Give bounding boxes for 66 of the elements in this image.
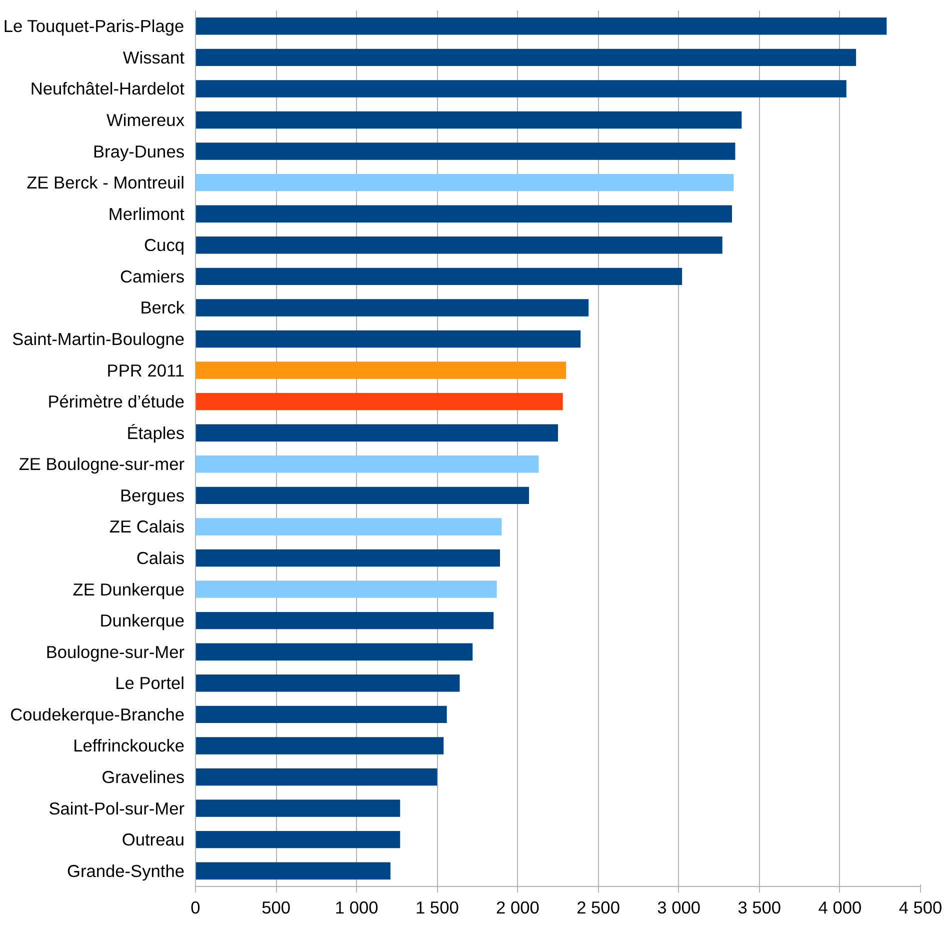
bar [196,299,589,316]
bar [196,518,502,536]
y-tick-label: ZE Calais [109,516,185,537]
bar [196,800,400,817]
y-tick-label: Coudekerque-Branche [10,704,185,724]
y-tick-label: Bray-Dunes [93,141,185,162]
y-tick-label: ZE Dunkerque [72,579,185,600]
bar [196,862,390,880]
y-tick-label: Dunkerque [100,610,185,631]
x-tick-label: 500 [262,898,291,918]
y-tick-label: Camiers [120,266,185,286]
x-tick-label: 1 500 [415,898,459,918]
y-tick-label: Gravelines [102,767,185,787]
y-tick-label: Outreau [122,830,185,850]
bar [196,612,494,630]
y-tick-label: Saint-Martin-Boulogne [12,329,185,349]
x-tick-label: 4 500 [898,898,942,918]
y-tick-label: Bergues [120,485,185,506]
y-tick-label: Neufchâtel-Hardelot [30,78,185,99]
x-tick-label: 3 000 [657,898,701,918]
x-tick-label: 3 500 [738,898,782,918]
bar [196,456,539,473]
bar [196,362,566,379]
bar [196,205,732,222]
y-tick-label: Merlimont [108,204,185,224]
bar [196,486,529,504]
y-tick-label: Leffrinckoucke [73,736,185,756]
y-tick-label: ZE Boulogne-sur-mer [18,454,185,474]
y-tick-label: Saint-Pol-sur-Mer [48,798,185,818]
y-tick-label: ZE Berck - Montreuil [26,172,185,193]
y-tick-label: PPR 2011 [106,360,185,380]
bar [196,706,447,724]
bar [196,392,563,410]
bar [196,580,497,598]
y-tick-label: Boulogne-sur-Mer [46,642,185,662]
x-tick-label: 0 [190,898,200,918]
bar [196,674,460,692]
x-tick-label: 1 000 [334,898,378,918]
bar [196,80,846,98]
y-tick-label: Calais [136,548,185,568]
bar [196,174,734,192]
bar [196,549,500,567]
bar [196,737,444,754]
bar [196,330,581,348]
bar [196,643,473,660]
y-tick-label: Étaples [126,422,185,443]
y-tick-label: Grande-Synthe [66,860,184,881]
bar [196,142,736,160]
x-tick-label: 4 000 [818,898,862,918]
x-tick-label: 2 500 [576,898,620,918]
bar [196,18,887,35]
bar [196,111,742,129]
y-tick-label: Berck [140,298,185,318]
y-tick-label: Cucq [144,235,184,256]
bar [196,424,558,442]
y-tick-label: Le Touquet-Paris-Plage [3,16,184,36]
y-tick-label: Wimereux [106,110,185,130]
y-tick-label: Le Portel [115,673,185,694]
bar [196,268,682,286]
bar [196,768,438,786]
y-tick-label: Périmètre d’étude [48,392,185,412]
y-tick-label: Wissant [122,47,185,68]
bar [196,236,722,254]
bar [196,48,856,66]
x-tick-label: 2 000 [496,898,540,918]
bar [196,830,400,848]
